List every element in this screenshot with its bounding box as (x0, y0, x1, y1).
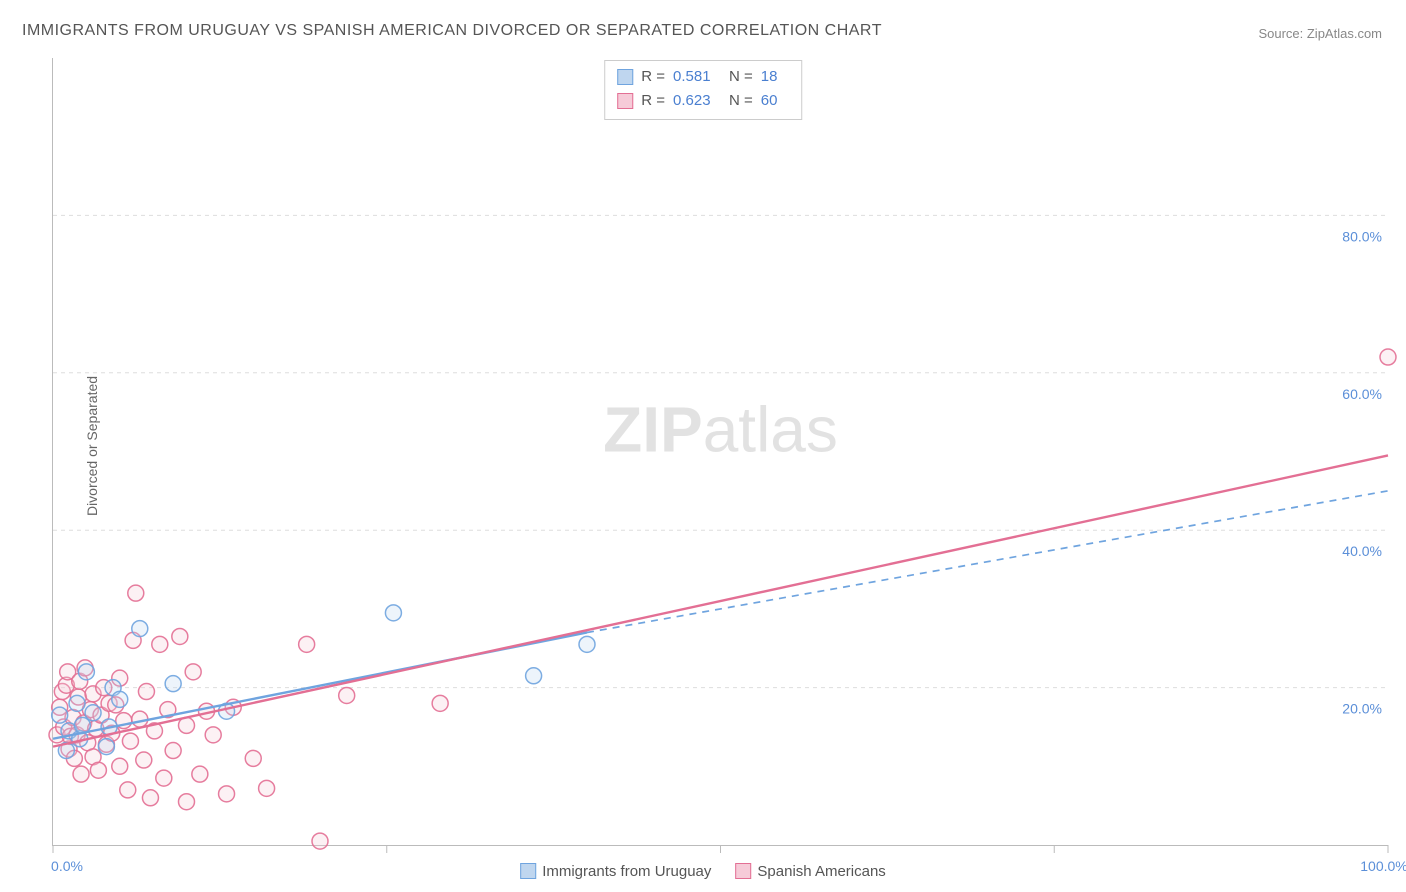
r-value: 0.623 (673, 89, 721, 113)
legend-item: Immigrants from Uruguay (520, 863, 711, 880)
legend-swatch (617, 69, 633, 85)
svg-text:ZIPatlas: ZIPatlas (603, 394, 838, 466)
r-value: 0.581 (673, 65, 721, 89)
legend-swatch (735, 863, 751, 879)
r-label: R = (641, 89, 665, 113)
plot-area: 20.0%40.0%60.0%80.0%0.0%100.0%ZIPatlas (52, 58, 1388, 846)
legend-swatch (617, 93, 633, 109)
plot-svg: 20.0%40.0%60.0%80.0%0.0%100.0%ZIPatlas (53, 58, 1388, 845)
n-label: N = (729, 89, 753, 113)
series-legend: Immigrants from Uruguay Spanish Americans (520, 863, 886, 880)
n-value: 60 (761, 89, 789, 113)
svg-text:0.0%: 0.0% (51, 858, 83, 874)
svg-text:20.0%: 20.0% (1342, 701, 1382, 717)
svg-text:40.0%: 40.0% (1342, 543, 1382, 559)
r-label: R = (641, 65, 665, 89)
chart-title: IMMIGRANTS FROM URUGUAY VS SPANISH AMERI… (22, 22, 882, 40)
legend-label: Immigrants from Uruguay (542, 863, 711, 880)
svg-text:60.0%: 60.0% (1342, 386, 1382, 402)
correlation-legend: R = 0.581 N = 18 R = 0.623 N = 60 (604, 60, 802, 120)
n-value: 18 (761, 65, 789, 89)
legend-label: Spanish Americans (757, 863, 885, 880)
correlation-row: R = 0.623 N = 60 (617, 89, 789, 113)
n-label: N = (729, 65, 753, 89)
legend-swatch (520, 863, 536, 879)
source-label: Source: ZipAtlas.com (1258, 26, 1382, 41)
legend-item: Spanish Americans (735, 863, 885, 880)
svg-text:80.0%: 80.0% (1342, 228, 1382, 244)
svg-text:100.0%: 100.0% (1360, 858, 1406, 874)
correlation-row: R = 0.581 N = 18 (617, 65, 789, 89)
